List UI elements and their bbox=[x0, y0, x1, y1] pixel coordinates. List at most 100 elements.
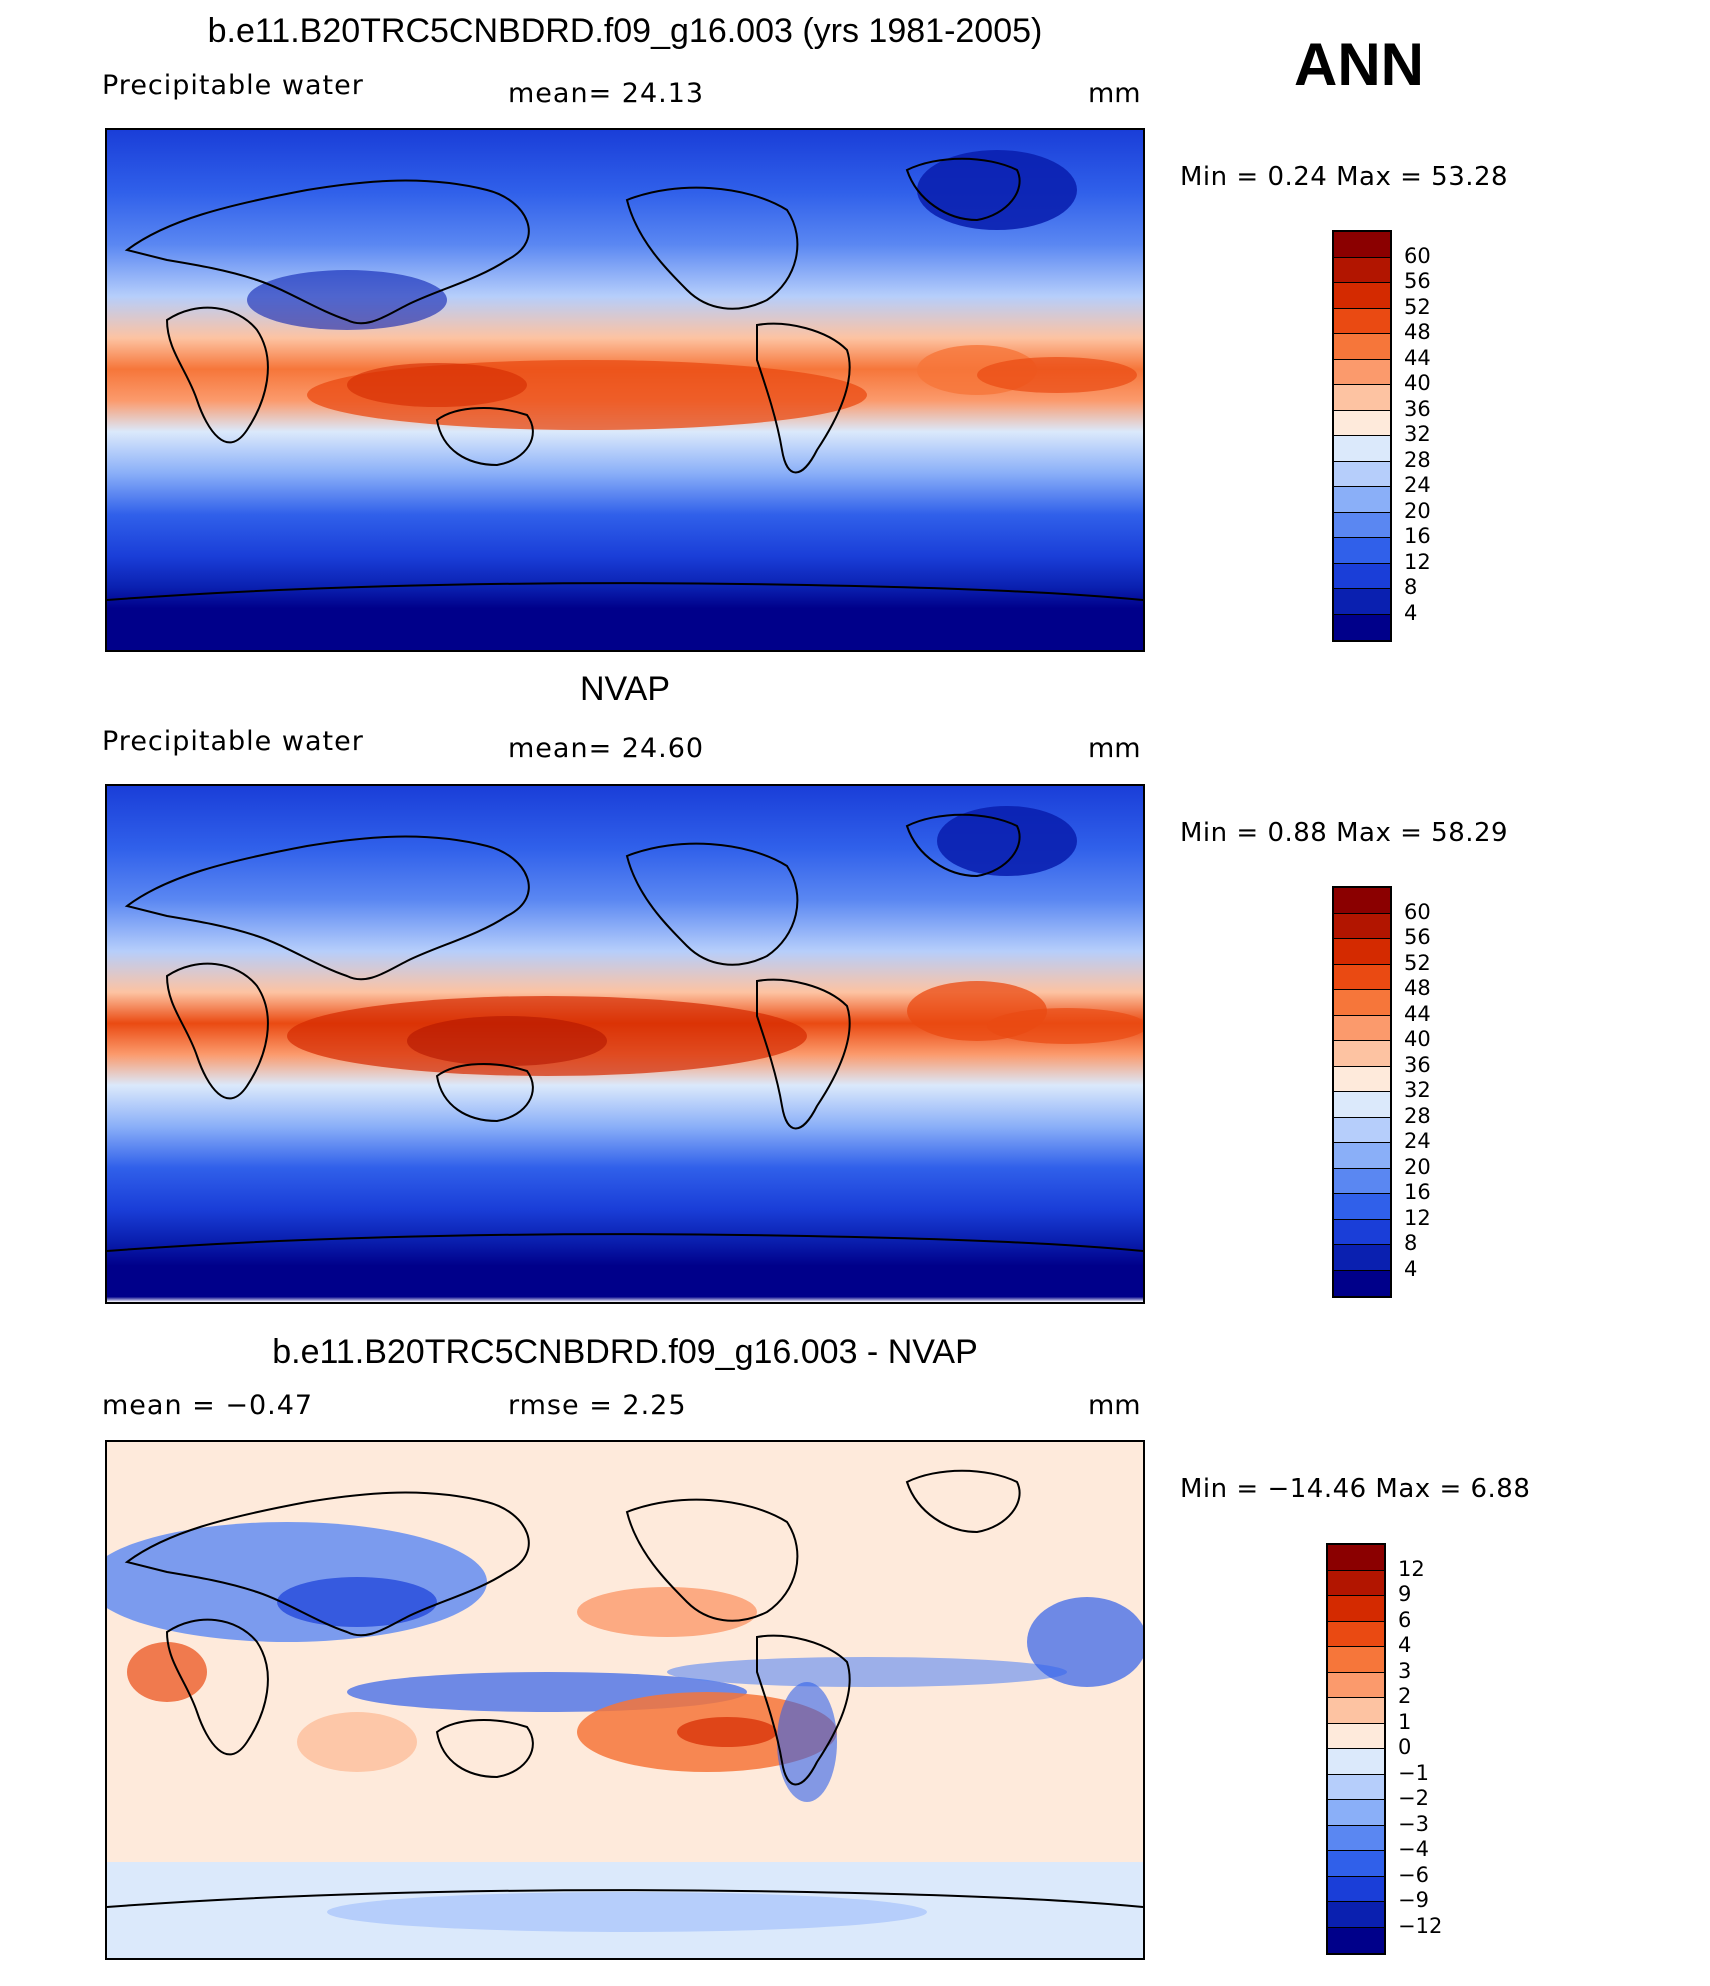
panel-3-rmse-label: rmse = 2.25 bbox=[508, 1390, 687, 1421]
colorbar-tick-label: 20 bbox=[1404, 1154, 1431, 1179]
colorbar-swatch bbox=[1334, 1270, 1390, 1296]
panel-2-variable-label: Precipitable water bbox=[102, 726, 364, 757]
colorbar-swatch bbox=[1334, 334, 1390, 360]
colorbar-swatch bbox=[1334, 614, 1390, 640]
colorbar-swatch bbox=[1334, 487, 1390, 513]
panel-2-colorbar bbox=[1332, 886, 1392, 1298]
colorbar-tick-label: 4 bbox=[1404, 600, 1418, 625]
colorbar-swatch bbox=[1334, 512, 1390, 538]
colorbar-swatch bbox=[1334, 1219, 1390, 1245]
colorbar-swatch bbox=[1334, 436, 1390, 462]
season-label: ANN bbox=[1294, 31, 1424, 98]
colorbar-tick-label: 44 bbox=[1404, 1001, 1431, 1026]
colorbar-swatch bbox=[1334, 1015, 1390, 1041]
colorbar-tick-label: −2 bbox=[1398, 1786, 1429, 1810]
colorbar-tick-label: 48 bbox=[1404, 976, 1431, 1000]
panel-3-units: mm bbox=[1088, 1390, 1141, 1421]
colorbar-tick-label: 44 bbox=[1404, 345, 1431, 370]
colorbar-swatch bbox=[1328, 1570, 1384, 1596]
panel-3-minmax: Min = −14.46 Max = 6.88 bbox=[1180, 1474, 1531, 1504]
colorbar-tick-label: 56 bbox=[1404, 925, 1431, 949]
colorbar-swatch bbox=[1328, 1902, 1384, 1928]
colorbar-tick-label: −9 bbox=[1398, 1888, 1429, 1912]
colorbar-swatch bbox=[1328, 1545, 1384, 1571]
colorbar-tick-label: −1 bbox=[1398, 1760, 1429, 1785]
colorbar-tick-label: 12 bbox=[1404, 549, 1431, 574]
colorbar-swatch bbox=[1328, 1851, 1384, 1877]
panel-2-colorbar-segments bbox=[1334, 888, 1390, 1296]
colorbar-tick-label: 36 bbox=[1404, 396, 1431, 421]
panel-2-units: mm bbox=[1088, 733, 1141, 764]
colorbar-tick-label: 24 bbox=[1404, 473, 1431, 497]
colorbar-swatch bbox=[1334, 1168, 1390, 1194]
colorbar-swatch bbox=[1334, 232, 1390, 258]
colorbar-swatch bbox=[1328, 1927, 1384, 1953]
colorbar-swatch bbox=[1334, 888, 1390, 914]
colorbar-tick-label: 32 bbox=[1404, 1078, 1431, 1102]
colorbar-swatch bbox=[1328, 1749, 1384, 1775]
colorbar-tick-label: 8 bbox=[1404, 1231, 1418, 1255]
colorbar-tick-label: 8 bbox=[1404, 575, 1418, 599]
colorbar-swatch bbox=[1334, 939, 1390, 965]
panel-1-units: mm bbox=[1088, 78, 1141, 109]
colorbar-swatch bbox=[1334, 308, 1390, 334]
colorbar-tick-label: 9 bbox=[1398, 1582, 1412, 1606]
panel-2-map bbox=[105, 784, 1145, 1304]
colorbar-swatch bbox=[1334, 283, 1390, 309]
panel-1-mean-label: mean= 24.13 bbox=[508, 78, 705, 109]
colorbar-tick-label: 3 bbox=[1398, 1658, 1412, 1683]
colorbar-swatch bbox=[1334, 1092, 1390, 1118]
colorbar-swatch bbox=[1334, 461, 1390, 487]
colorbar-swatch bbox=[1328, 1672, 1384, 1698]
panel-1-minmax: Min = 0.24 Max = 53.28 bbox=[1180, 162, 1509, 192]
colorbar-swatch bbox=[1334, 990, 1390, 1016]
colorbar-swatch bbox=[1334, 1194, 1390, 1220]
panel-3-colorbar-segments bbox=[1328, 1545, 1384, 1953]
colorbar-swatch bbox=[1328, 1621, 1384, 1647]
colorbar-swatch bbox=[1334, 385, 1390, 411]
panel-2-title: NVAP bbox=[579, 670, 671, 708]
colorbar-swatch bbox=[1334, 1143, 1390, 1169]
colorbar-tick-label: 16 bbox=[1404, 524, 1431, 548]
colorbar-tick-label: 36 bbox=[1404, 1052, 1431, 1077]
colorbar-swatch bbox=[1334, 589, 1390, 615]
colorbar-tick-label: 4 bbox=[1404, 1256, 1418, 1281]
colorbar-tick-label: 16 bbox=[1404, 1180, 1431, 1204]
colorbar-tick-label: 2 bbox=[1398, 1684, 1412, 1708]
colorbar-tick-label: 12 bbox=[1404, 1205, 1431, 1230]
colorbar-swatch bbox=[1328, 1774, 1384, 1800]
panel-1-map bbox=[105, 128, 1145, 652]
panel-2-minmax: Min = 0.88 Max = 58.29 bbox=[1180, 818, 1509, 848]
panel-1-colorbar bbox=[1332, 230, 1392, 642]
colorbar-swatch bbox=[1334, 964, 1390, 990]
panel-3-colorbar bbox=[1326, 1543, 1386, 1955]
colorbar-swatch bbox=[1334, 913, 1390, 939]
colorbar-tick-label: 24 bbox=[1404, 1129, 1431, 1153]
colorbar-swatch bbox=[1334, 1245, 1390, 1271]
colorbar-swatch bbox=[1334, 257, 1390, 283]
panel-1-title: b.e11.B20TRC5CNBDRD.f09_g16.003 (yrs 198… bbox=[207, 12, 1043, 50]
colorbar-tick-label: 60 bbox=[1404, 243, 1431, 268]
colorbar-swatch bbox=[1334, 563, 1390, 589]
colorbar-swatch bbox=[1328, 1698, 1384, 1724]
colorbar-swatch bbox=[1334, 359, 1390, 385]
colorbar-swatch bbox=[1328, 1825, 1384, 1851]
colorbar-swatch bbox=[1334, 1041, 1390, 1067]
colorbar-swatch bbox=[1328, 1723, 1384, 1749]
colorbar-tick-label: 12 bbox=[1398, 1556, 1425, 1581]
colorbar-swatch bbox=[1328, 1647, 1384, 1673]
colorbar-tick-label: 6 bbox=[1398, 1607, 1412, 1632]
colorbar-tick-label: 40 bbox=[1404, 371, 1431, 395]
colorbar-swatch bbox=[1334, 538, 1390, 564]
colorbar-swatch bbox=[1328, 1596, 1384, 1622]
colorbar-tick-label: 60 bbox=[1404, 899, 1431, 924]
colorbar-tick-label: 52 bbox=[1404, 294, 1431, 319]
colorbar-tick-label: 28 bbox=[1404, 1103, 1431, 1128]
colorbar-tick-label: −3 bbox=[1398, 1811, 1429, 1836]
colorbar-tick-label: 0 bbox=[1398, 1735, 1412, 1759]
colorbar-tick-label: 48 bbox=[1404, 320, 1431, 344]
colorbar-swatch bbox=[1334, 1117, 1390, 1143]
panel-1-colorbar-segments bbox=[1334, 232, 1390, 640]
panel-3-mean-label: mean = −0.47 bbox=[102, 1390, 314, 1421]
colorbar-tick-label: 1 bbox=[1398, 1709, 1412, 1734]
